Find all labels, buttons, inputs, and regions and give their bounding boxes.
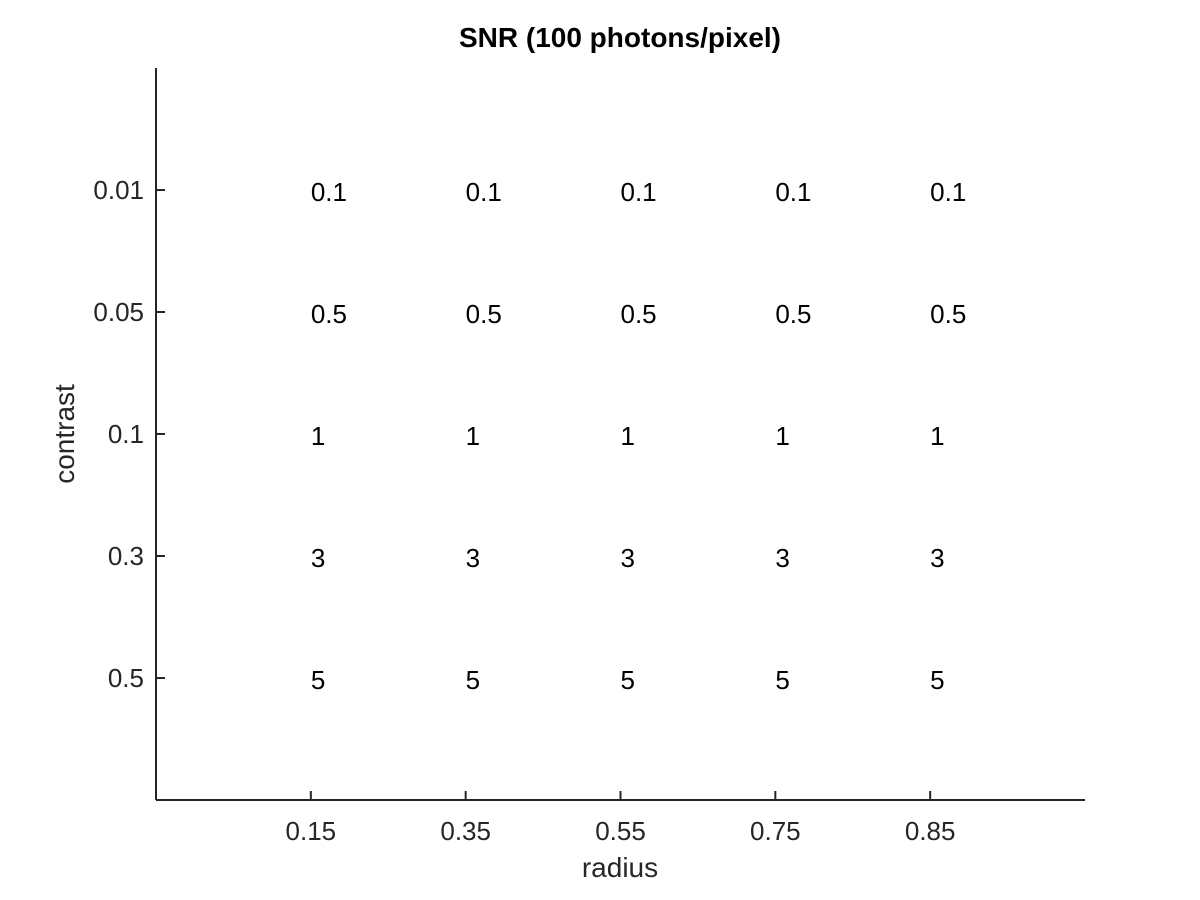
x-tick-label: 0.55 (595, 816, 646, 846)
y-tick-label: 0.1 (108, 419, 144, 449)
y-ticks: 0.01 0.05 0.1 0.3 0.5 (93, 175, 165, 693)
y-tick-label: 0.01 (93, 175, 144, 205)
y-tick-label: 0.5 (108, 663, 144, 693)
cell-value: 0.5 (621, 299, 657, 329)
x-tick-label: 0.15 (286, 816, 337, 846)
y-axis-label: contrast (49, 384, 80, 484)
cell-value: 1 (466, 421, 480, 451)
cell-value: 1 (621, 421, 635, 451)
cell-value: 0.1 (775, 177, 811, 207)
x-axis-label: radius (582, 852, 658, 883)
cell-value: 3 (466, 543, 480, 573)
cell-values: 0.1 0.1 0.1 0.1 0.1 0.5 0.5 0.5 0.5 0.5 1 1 1 1 1 3 3 3 3 3… (311, 177, 966, 695)
cell-value: 0.1 (311, 177, 347, 207)
x-tick-label: 0.35 (440, 816, 491, 846)
cell-value: 0.1 (466, 177, 502, 207)
cell-value: 5 (930, 665, 944, 695)
cell-value: 0.5 (930, 299, 966, 329)
cell-value: 5 (466, 665, 480, 695)
x-tick-label: 0.75 (750, 816, 801, 846)
cell-value: 5 (621, 665, 635, 695)
y-tick-label: 0.3 (108, 541, 144, 571)
chart-title: SNR (100 photons/pixel) (459, 22, 781, 53)
y-tick-label: 0.05 (93, 297, 144, 327)
cell-value: 3 (621, 543, 635, 573)
x-tick-label: 0.85 (905, 816, 956, 846)
cell-value: 1 (930, 421, 944, 451)
x-ticks: 0.15 0.35 0.55 0.75 0.85 (286, 791, 956, 846)
cell-value: 0.5 (775, 299, 811, 329)
cell-value: 5 (311, 665, 325, 695)
cell-value: 0.1 (930, 177, 966, 207)
cell-value: 3 (930, 543, 944, 573)
cell-value: 3 (775, 543, 789, 573)
cell-value: 1 (311, 421, 325, 451)
cell-value: 0.1 (621, 177, 657, 207)
cell-value: 0.5 (466, 299, 502, 329)
cell-value: 1 (775, 421, 789, 451)
cell-value: 0.5 (311, 299, 347, 329)
cell-value: 3 (311, 543, 325, 573)
cell-value: 5 (775, 665, 789, 695)
